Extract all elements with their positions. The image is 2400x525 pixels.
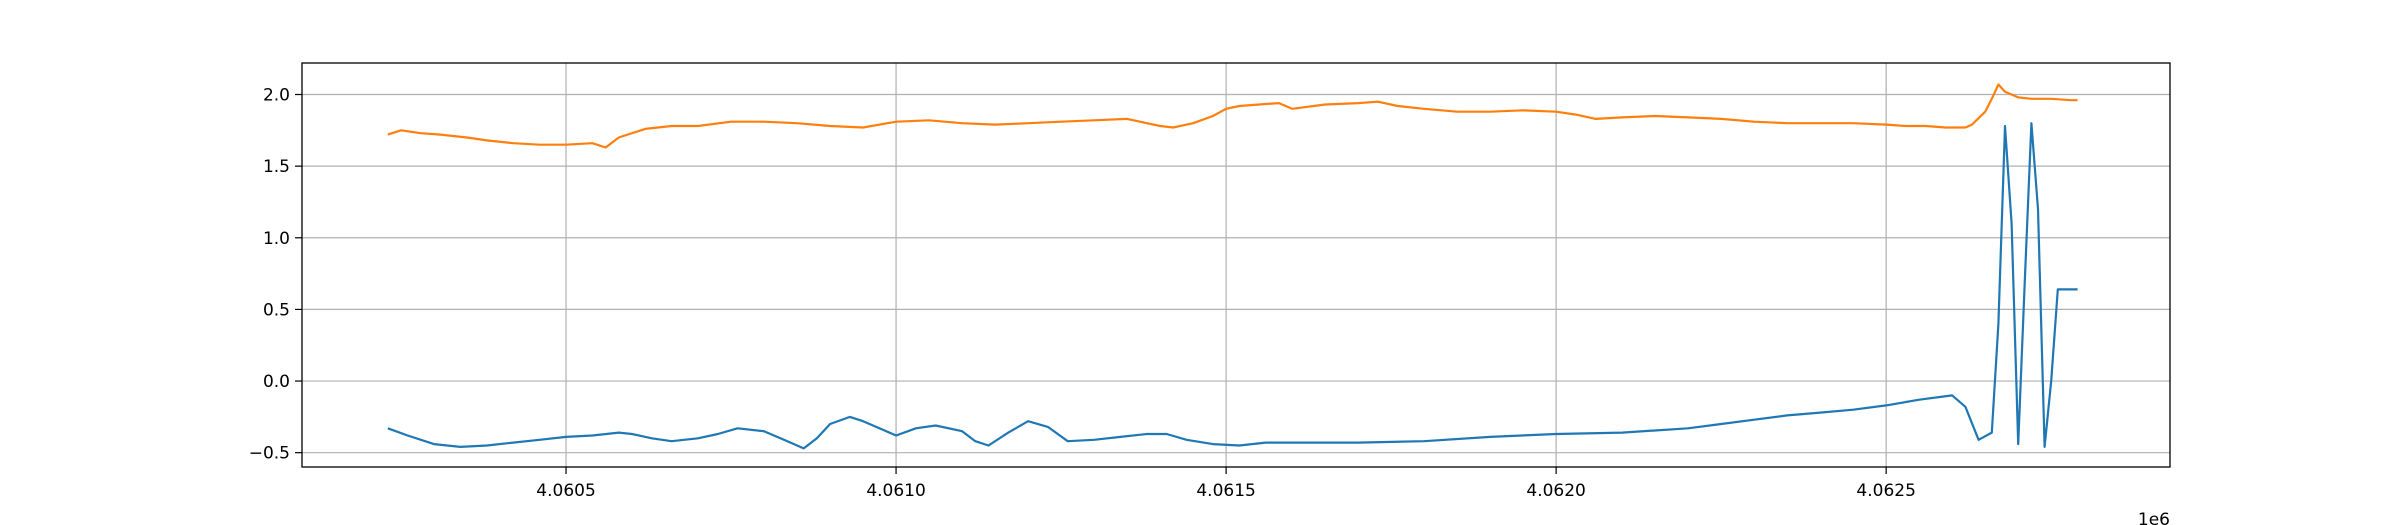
x-tick-label: 4.0620 — [1526, 481, 1585, 501]
series-line-blue — [387, 122, 2078, 450]
x-tick-label: 4.0605 — [536, 481, 595, 501]
axes-frame — [301, 62, 2171, 468]
series-layer — [387, 83, 2078, 450]
y-tick-label: 1.0 — [263, 229, 290, 249]
y-tick-label: 0.0 — [263, 372, 290, 392]
y-tick-label: 1.5 — [263, 157, 290, 177]
tick-labels: 4.0605 4.0610 4.0615 4.0620 4.0625 2.0 1.5 1.0 0… — [249, 86, 1916, 501]
x-axis-offset-label: 1e6 — [2138, 510, 2170, 525]
tick-marks — [295, 93, 1887, 474]
x-tick-label: 4.0615 — [1196, 481, 1255, 501]
x-tick-label: 4.0625 — [1856, 481, 1915, 501]
y-tick-label: −0.5 — [249, 444, 290, 464]
y-tick-label: 2.0 — [263, 86, 290, 106]
y-tick-label: 0.5 — [263, 300, 290, 320]
grid-lines — [302, 63, 2170, 467]
series-line-orange — [387, 83, 2078, 149]
x-tick-label: 4.0610 — [866, 481, 925, 501]
